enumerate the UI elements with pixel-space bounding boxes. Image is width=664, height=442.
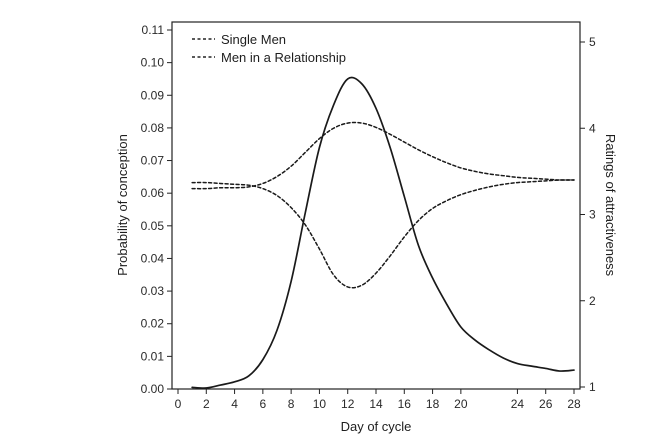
left-tick-label: 0.08	[141, 121, 165, 135]
single-men-line	[191, 121, 575, 190]
left-tick-label: 0.01	[141, 349, 165, 363]
right-tick-label: 4	[589, 121, 596, 135]
right-tick-label: 1	[589, 380, 596, 394]
right-axis-ticks: 1 2 3 4 5	[580, 35, 596, 394]
x-tick-label: 12	[341, 397, 355, 411]
men-in-relationship-line	[191, 179, 575, 289]
x-tick-label: 14	[369, 397, 383, 411]
left-tick-label: 0.00	[141, 382, 165, 396]
right-tick-label: 2	[589, 294, 596, 308]
x-tick-label: 8	[288, 397, 295, 411]
x-tick-label: 10	[313, 397, 327, 411]
left-tick-label: 0.11	[142, 23, 165, 37]
left-axis-ticks: 0.00 0.01 0.02 0.03 0.04 0.05 0.06 0.07 0.08 0.09…	[141, 23, 172, 396]
x-axis-ticks: 0 2 4 6 8 10 12 14 16 18 20 24 26 28	[175, 389, 581, 411]
x-tick-label: 4	[231, 397, 238, 411]
legend-label-single-men: Single Men	[221, 32, 286, 47]
x-tick-label: 2	[203, 397, 210, 411]
x-tick-label: 20	[454, 397, 468, 411]
right-axis-title: Ratings of attractiveness	[603, 134, 618, 277]
x-tick-label: 18	[426, 397, 440, 411]
legend: Single Men Men in a Relationship	[192, 32, 346, 65]
x-tick-label: 6	[260, 397, 267, 411]
left-tick-label: 0.10	[141, 56, 165, 70]
series-layer	[191, 76, 575, 389]
x-tick-label: 28	[567, 397, 581, 411]
x-tick-label: 16	[398, 397, 412, 411]
left-tick-label: 0.06	[141, 186, 165, 200]
left-tick-label: 0.07	[141, 154, 165, 168]
right-tick-label: 3	[589, 208, 596, 222]
left-tick-label: 0.04	[141, 251, 165, 265]
plot-frame	[171, 21, 581, 390]
x-tick-label: 24	[511, 397, 525, 411]
x-tick-label: 26	[539, 397, 553, 411]
x-axis-title: Day of cycle	[341, 419, 412, 434]
legend-label-men-in-relationship: Men in a Relationship	[221, 50, 346, 65]
left-tick-label: 0.05	[141, 219, 165, 233]
left-tick-label: 0.09	[141, 88, 165, 102]
left-axis-title: Probability of conception	[115, 134, 130, 276]
left-tick-label: 0.03	[141, 284, 165, 298]
left-tick-label: 0.02	[141, 317, 165, 331]
right-tick-label: 5	[589, 35, 596, 49]
x-tick-label: 0	[175, 397, 182, 411]
conception-probability-line	[191, 76, 575, 389]
